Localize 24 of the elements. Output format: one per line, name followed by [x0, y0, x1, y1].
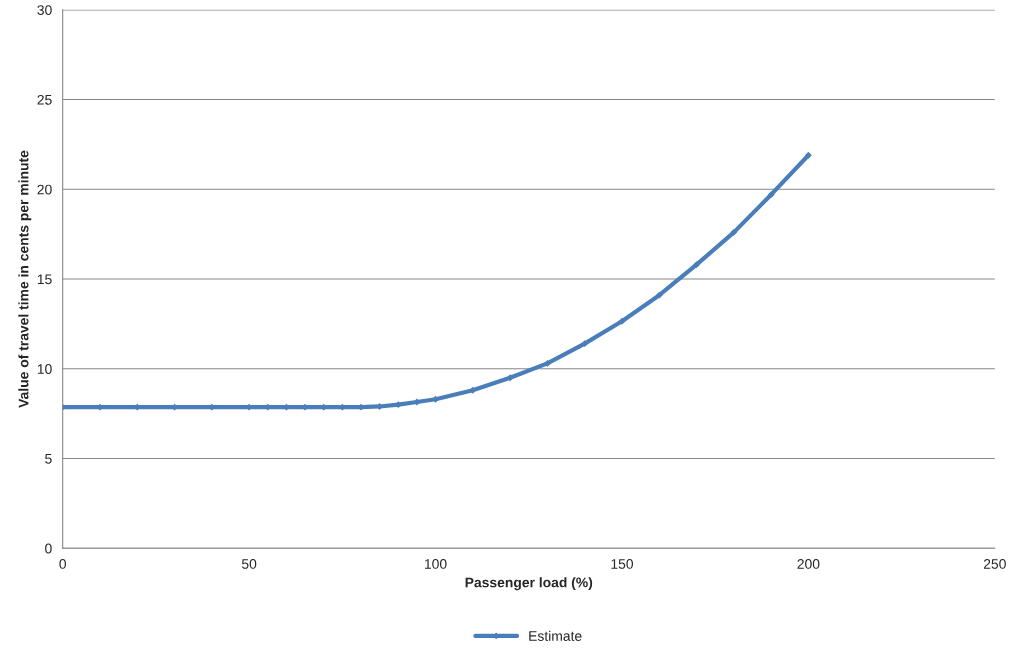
y-tick-label: 30	[37, 5, 52, 15]
legend-label: Estimate	[529, 630, 582, 641]
y-tick-label: 25	[37, 94, 52, 105]
y-axis-title: Value of travel time in cents per minute	[18, 150, 32, 408]
y-tick-label: 15	[37, 274, 52, 285]
point	[432, 395, 439, 403]
x-tick-label: 50	[241, 559, 257, 569]
y-tick-label: 20	[37, 184, 52, 195]
x-tick-label: 0	[59, 559, 66, 569]
x-axis-title: Passenger load (%)	[465, 577, 593, 591]
point	[581, 340, 589, 348]
point	[543, 359, 551, 367]
y-tick-label: 0	[45, 543, 52, 554]
point	[506, 374, 514, 382]
x-tick-label: 200	[797, 559, 820, 569]
y-tick-label: 10	[37, 364, 52, 374]
point	[618, 317, 626, 325]
x-tick-label: 250	[983, 559, 1006, 569]
y-tick-label: 5	[45, 453, 52, 464]
point	[655, 291, 663, 299]
point	[804, 151, 812, 159]
x-tick-label: 150	[611, 559, 634, 569]
point	[693, 261, 700, 269]
x-tick-label: 100	[425, 559, 447, 569]
